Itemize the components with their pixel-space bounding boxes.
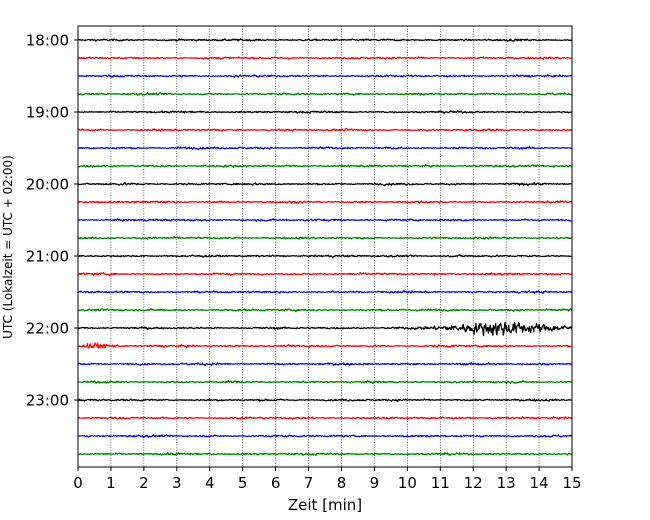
x-tick-label-6: 6 [271,474,281,492]
plot-area-background [78,26,572,467]
trace-18 [77,362,573,366]
trace-20 [77,398,573,403]
x-tick-label-7: 7 [304,474,314,492]
x-tick-label-5: 5 [238,474,248,492]
x-tick-label-4: 4 [205,474,215,492]
x-axis: 0 1 2 3 4 5 6 7 8 9 10 11 12 13 14 15 [73,467,582,492]
trace-0 [77,38,573,43]
plot-frame [77,25,573,468]
y-axis-label: UTC (Lokalzeit = UTC + 02:00) [1,155,15,339]
trace-19 [77,380,573,385]
trace-1 [77,56,573,60]
x-tick-label-0: 0 [73,474,83,492]
trace-lines [77,38,573,456]
vertical-grid [110,26,540,467]
x-tick-label-14: 14 [530,474,549,492]
y-tick-label-2: 20:00 [26,176,69,194]
x-tick-label-3: 3 [172,474,182,492]
trace-3 [77,91,573,96]
x-tick-label-12: 12 [464,474,483,492]
x-tick-label-11: 11 [431,474,450,492]
trace-2 [77,74,573,78]
x-tick-label-8: 8 [337,474,347,492]
x-tick-label-1: 1 [106,474,116,492]
x-tick-label-9: 9 [370,474,380,492]
x-tick-label-10: 10 [398,474,417,492]
y-tick-label-0: 18:00 [26,32,69,50]
x-tick-label-13: 13 [497,474,516,492]
x-tick-label-2: 2 [139,474,149,492]
y-tick-label-3: 21:00 [26,248,69,266]
trace-21 [77,416,573,420]
trace-4 [77,110,573,114]
trace-14 [77,290,573,294]
trace-16 [77,321,573,337]
trace-12 [77,254,573,259]
trace-7 [77,164,573,168]
trace-8 [77,181,573,187]
trace-5 [77,127,573,132]
y-axis: 18:00 19:00 20:00 21:00 22:00 23:00 [26,32,78,410]
trace-23 [77,452,573,456]
trace-11 [77,236,573,240]
y-tick-label-5: 23:00 [26,392,69,410]
trace-22 [77,434,573,438]
y-tick-label-1: 19:00 [26,104,69,122]
trace-13 [77,271,573,276]
y-tick-label-4: 22:00 [26,320,69,338]
trace-15 [77,307,573,312]
trace-17 [77,342,573,349]
trace-9 [77,200,573,204]
x-tick-label-15: 15 [562,474,581,492]
x-axis-label: Zeit [min] [288,496,362,514]
trace-6 [77,146,573,150]
trace-10 [77,218,573,222]
